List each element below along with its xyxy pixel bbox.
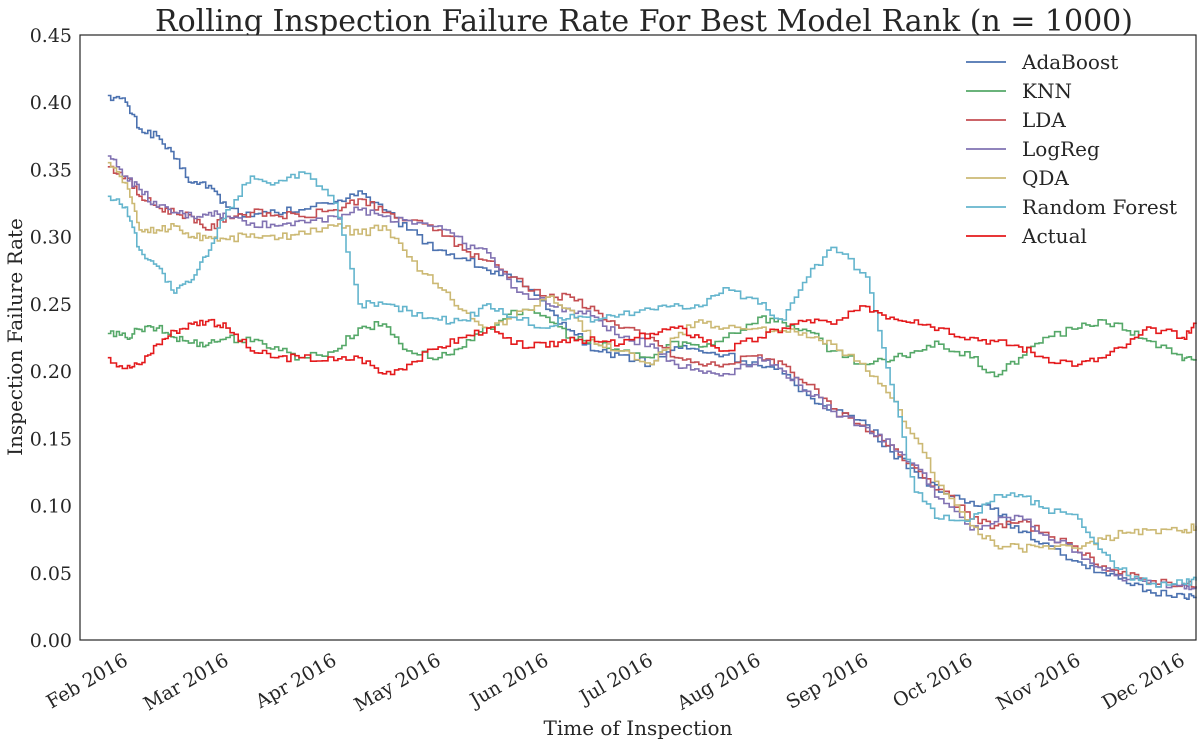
y-tick-label: 0.30 (30, 227, 72, 249)
x-tick-label: Feb 2016 (43, 649, 132, 713)
series-line-qda (107, 161, 1197, 553)
x-tick-label: Apr 2016 (251, 649, 340, 713)
series-line-actual (107, 305, 1197, 376)
series-line-random-forest (107, 171, 1197, 588)
x-axis-label: Time of Inspection (544, 716, 733, 740)
x-tick-label: Nov 2016 (993, 649, 1085, 715)
legend-label: LogReg (1022, 137, 1100, 161)
x-tick-label: Aug 2016 (672, 649, 764, 715)
x-tick-label: Jun 2016 (465, 649, 553, 712)
y-tick-label: 0.10 (30, 496, 72, 518)
legend-label: AdaBoost (1021, 50, 1118, 74)
y-tick-label: 0.40 (30, 92, 72, 114)
y-axis-label: Inspection Failure Rate (3, 218, 27, 456)
legend-label: KNN (1022, 79, 1072, 103)
y-tick-label: 0.25 (30, 294, 72, 316)
series-line-adaboost (107, 94, 1197, 600)
x-tick-label: Mar 2016 (140, 649, 233, 715)
legend-label: QDA (1022, 166, 1069, 190)
y-tick-label: 0.20 (30, 361, 72, 383)
y-tick-label: 0.00 (30, 630, 72, 652)
plot-frame (79, 34, 1197, 641)
series-layer (107, 94, 1197, 600)
x-tick-label: Sep 2016 (783, 649, 873, 713)
y-tick-label: 0.15 (30, 428, 72, 450)
x-tick-label: Dec 2016 (1098, 649, 1188, 714)
legend-label: Random Forest (1022, 195, 1177, 219)
legend-label: LDA (1022, 108, 1066, 132)
y-tick-label: 0.45 (30, 25, 72, 47)
y-tick-label: 0.35 (30, 159, 72, 181)
x-tick-label: Jul 2016 (574, 649, 656, 709)
chart-title: Rolling Inspection Failure Rate For Best… (155, 4, 1133, 39)
y-axis: 0.00 0.05 0.10 0.15 0.20 0.25 0.30 0.35 0.40 0.45 (30, 25, 72, 652)
y-tick-label: 0.05 (30, 563, 72, 585)
series-line-logreg (107, 155, 1197, 591)
legend-label: Actual (1021, 224, 1087, 248)
x-axis: Feb 2016 Mar 2016 Apr 2016 May 2016 Jun 2016… (43, 649, 1189, 716)
x-tick-label: Oct 2016 (889, 649, 976, 712)
legend: AdaBoost KNN LDA LogReg QDA Random Forest Actu… (966, 50, 1177, 248)
x-tick-label: May 2016 (351, 649, 445, 716)
